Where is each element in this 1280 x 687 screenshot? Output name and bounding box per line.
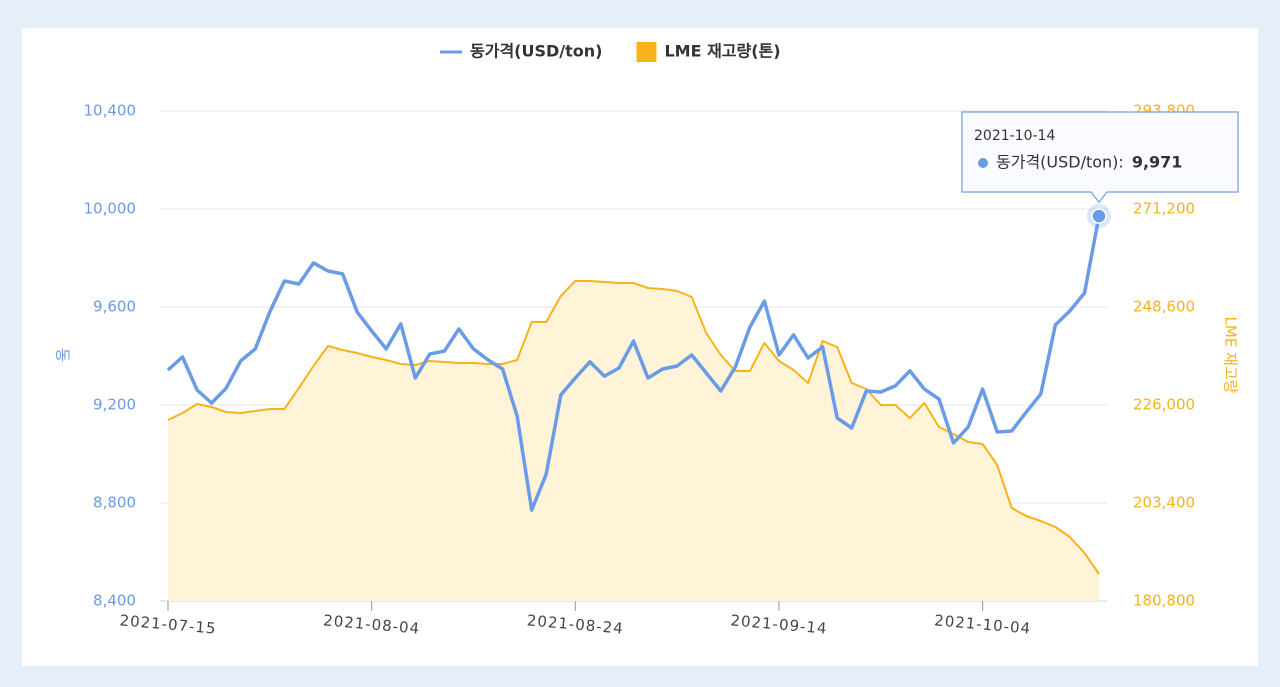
y-axis-title: 동 (54, 348, 72, 362)
tooltip-dot (978, 158, 988, 168)
point (1091, 208, 1107, 224)
tooltip-value: 9,971 (1132, 153, 1183, 172)
line (166, 215, 1101, 512)
y-tick-label: 9,200 (93, 396, 136, 414)
y-tick-label: 9,600 (93, 298, 136, 316)
y2-tick-label: 226,000 (1133, 396, 1195, 414)
legend-marker (636, 42, 657, 62)
legend-label: 동가격(USD/ton) (470, 42, 602, 61)
y-tick-label: 10,400 (84, 102, 137, 120)
y2-tick-label: 203,400 (1133, 494, 1195, 512)
area (168, 281, 1099, 601)
y2-tick-label: 271,200 (1133, 200, 1195, 218)
tooltip-box (961, 111, 1239, 204)
tooltip-date: 2021-10-14 (974, 128, 1055, 144)
y-tick-label: 8,400 (93, 592, 136, 610)
legend-label: LME 재고량(톤) (664, 42, 780, 61)
y2-axis-title: LME 재고량 (1222, 317, 1240, 394)
tooltip-series: 동가격(USD/ton): (996, 153, 1124, 172)
line (167, 280, 1100, 575)
y-tick-label: 10,000 (84, 200, 137, 218)
y-tick-label: 8,800 (93, 494, 136, 512)
y2-tick-label: 248,600 (1133, 298, 1195, 316)
y2-tick-label: 180,800 (1133, 592, 1195, 610)
